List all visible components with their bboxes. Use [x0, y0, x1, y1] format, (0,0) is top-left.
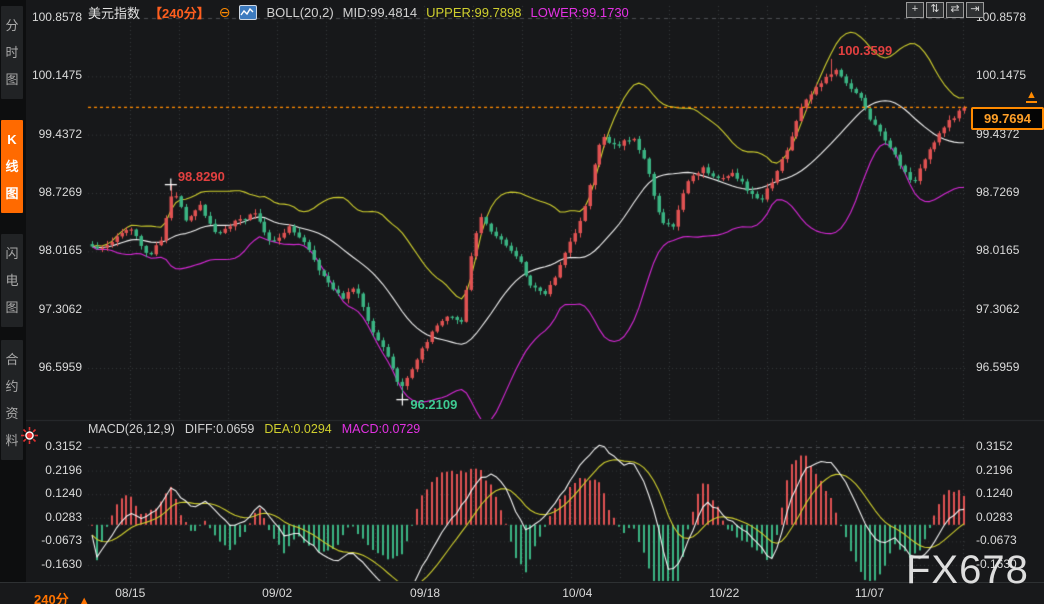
- sidebar-tab-char: 图: [5, 186, 19, 201]
- axis-label: 96.5959: [38, 360, 82, 374]
- low-annotation: 96.2109: [410, 396, 458, 412]
- macd-dea-value: DEA:0.0294: [264, 422, 332, 436]
- interval-selector[interactable]: 240分 ▲: [34, 589, 90, 604]
- boll-lower-value: LOWER:99.1730: [530, 5, 629, 20]
- x-axis-label: 11/07: [854, 586, 884, 600]
- sidebar-tab-1[interactable]: 分时图: [1, 6, 23, 99]
- interval-tag: 【240分】: [149, 6, 210, 21]
- y-axis-scale-button[interactable]: ⇅: [926, 2, 944, 18]
- sidebar-tab-char: 闪: [5, 246, 19, 261]
- symbol-name: 美元指数: [88, 6, 141, 21]
- macd-diff-value: DIFF:0.0659: [184, 422, 255, 436]
- axis-label: 98.7269: [38, 185, 82, 199]
- sidebar-tab-char: 分: [5, 18, 19, 33]
- axis-label: 98.7269: [976, 185, 1020, 199]
- sidebar-tab-char: 约: [5, 379, 19, 394]
- macd-formula: MACD(26,12,9): [88, 422, 175, 436]
- axis-label: 96.5959: [976, 360, 1020, 374]
- sidebar-tab-char: 料: [5, 433, 19, 448]
- price-up-arrow-icon: ▲: [1026, 89, 1037, 103]
- alert-starburst-icon: [21, 427, 38, 444]
- axis-label: 0.2196: [976, 462, 1013, 477]
- sidebar-tab-char: 合: [5, 352, 19, 367]
- sidebar-tab-char: 资: [5, 406, 19, 421]
- x-axis-label: 10/22: [709, 586, 740, 600]
- boll-upper-value: UPPER:99.7898: [426, 5, 522, 20]
- high-annotation: 100.3599: [837, 42, 893, 58]
- sidebar-tab-char: 线: [5, 159, 19, 174]
- sidebar-tab-char: 时: [5, 45, 19, 60]
- macd-macd-value: MACD:0.0729: [341, 422, 421, 436]
- sidebar-tab-3[interactable]: 闪电图: [1, 234, 23, 327]
- axis-label: 0.1240: [45, 486, 82, 501]
- collapse-icon[interactable]: ⊖: [218, 4, 231, 20]
- sidebar-tab-char: 图: [5, 72, 19, 87]
- crosshair-button[interactable]: +: [906, 2, 924, 18]
- axis-label: 100.8578: [31, 10, 82, 24]
- high-annotation: 98.8290: [177, 168, 225, 184]
- x-axis-scale-button[interactable]: ⇄: [946, 2, 964, 18]
- sidebar-tab-char: 图: [5, 300, 19, 315]
- watermark: FX678: [906, 548, 1029, 592]
- axis-label: 100.8578: [976, 10, 1027, 24]
- axis-label: 0.0283: [45, 509, 82, 524]
- axis-label: -0.0673: [41, 533, 82, 548]
- axis-label: 97.3062: [976, 301, 1020, 316]
- interval-arrow-icon: ▲: [78, 595, 90, 604]
- chart-toolbar: + ⇅ ⇄ ⇥: [906, 2, 984, 18]
- axis-label: 0.3152: [45, 439, 82, 453]
- sidebar-tab-char: K: [7, 132, 17, 147]
- axis-label: 100.1475: [31, 68, 82, 83]
- x-axis-label: 08/15: [115, 586, 146, 600]
- axis-label: 0.1240: [976, 486, 1013, 501]
- interval-label: 240分: [34, 592, 69, 604]
- macd-header: MACD(26,12,9) DIFF:0.0659 DEA:0.0294 MAC…: [88, 422, 420, 436]
- axis-label: 99.4372: [976, 126, 1020, 141]
- axis-label: 99.4372: [38, 126, 82, 141]
- x-axis-label: 10/04: [562, 586, 593, 600]
- axis-label: 0.2196: [45, 462, 82, 477]
- axis-label: -0.1630: [976, 557, 1017, 571]
- sidebar-tab-char: 电: [5, 273, 19, 288]
- x-axis-label: 09/18: [410, 586, 441, 600]
- go-to-latest-button[interactable]: ⇥: [966, 2, 984, 18]
- axis-label: 97.3062: [38, 301, 82, 316]
- axis-label: 100.1475: [976, 68, 1027, 83]
- axis-label: -0.0673: [976, 533, 1017, 548]
- axis-label: 98.0165: [976, 243, 1020, 258]
- boll-mid-value: MID:99.4814: [342, 5, 418, 20]
- axis-label: -0.1630: [41, 557, 82, 571]
- chart-header: 美元指数 【240分】 ⊖ BOLL(20,2) MID:99.4814 UPP…: [88, 3, 629, 22]
- boll-label: BOLL(20,2): [266, 5, 334, 20]
- bottom-bar: [0, 582, 1044, 604]
- axis-label: 0.0283: [976, 509, 1013, 524]
- sidebar-tab-4[interactable]: 合约资料: [1, 340, 23, 460]
- current-price-box: 99.7694: [971, 107, 1044, 130]
- axis-label: 98.0165: [38, 243, 82, 258]
- chart-type-icon[interactable]: [239, 5, 258, 20]
- x-axis-label: 09/02: [262, 586, 293, 600]
- axis-label: 0.3152: [976, 439, 1013, 453]
